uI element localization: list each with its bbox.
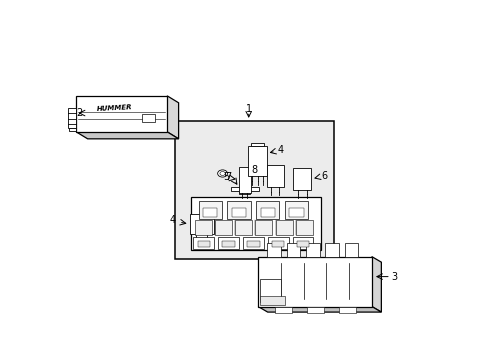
Bar [296,241,308,247]
Text: 7: 7 [225,172,231,182]
Bar [227,201,250,219]
Bar [305,243,319,257]
Bar [267,243,280,257]
Bar [231,208,245,217]
Text: HUMMER: HUMMER [96,104,132,112]
Bar [214,220,231,235]
Bar [258,257,371,307]
Bar [218,237,239,249]
Text: 1: 1 [245,104,251,114]
Polygon shape [371,257,381,312]
Polygon shape [167,96,178,139]
Bar [292,168,311,190]
Bar [193,237,214,249]
Bar [189,214,214,234]
Bar [271,241,284,247]
Bar [260,296,285,305]
Polygon shape [258,307,381,312]
Text: 8: 8 [251,165,257,175]
Bar [306,307,324,312]
Bar [203,208,217,217]
Circle shape [220,172,225,175]
Bar [325,243,338,257]
Bar [275,220,292,235]
Bar [68,128,75,131]
Text: 5: 5 [223,172,228,182]
Text: 3: 3 [391,271,397,282]
Bar [222,241,234,247]
Bar [338,307,355,312]
Bar [289,208,303,217]
Bar [238,167,250,193]
Bar [275,307,292,312]
Text: 4: 4 [169,215,175,225]
Text: 2: 2 [76,108,82,118]
Text: 4: 4 [277,145,283,155]
Bar [267,237,288,249]
Bar [286,243,300,257]
Bar [142,114,155,122]
Bar [194,220,211,235]
Bar [243,237,264,249]
Bar [235,220,251,235]
Bar [344,243,358,257]
Polygon shape [230,187,259,194]
Bar [68,108,76,128]
Bar [255,220,272,235]
Bar [251,143,264,146]
Bar [292,237,313,249]
Bar [197,241,210,247]
Polygon shape [76,132,178,139]
Bar [246,241,259,247]
Bar [248,146,266,176]
Bar [260,279,280,302]
Bar [295,220,312,235]
Text: 6: 6 [321,171,326,181]
Bar [190,197,321,250]
Bar [256,201,279,219]
Circle shape [217,170,227,177]
Bar [266,165,283,187]
Bar [198,201,222,219]
Bar [260,208,274,217]
Bar [76,96,167,132]
Bar [284,201,307,219]
Bar [175,121,333,260]
